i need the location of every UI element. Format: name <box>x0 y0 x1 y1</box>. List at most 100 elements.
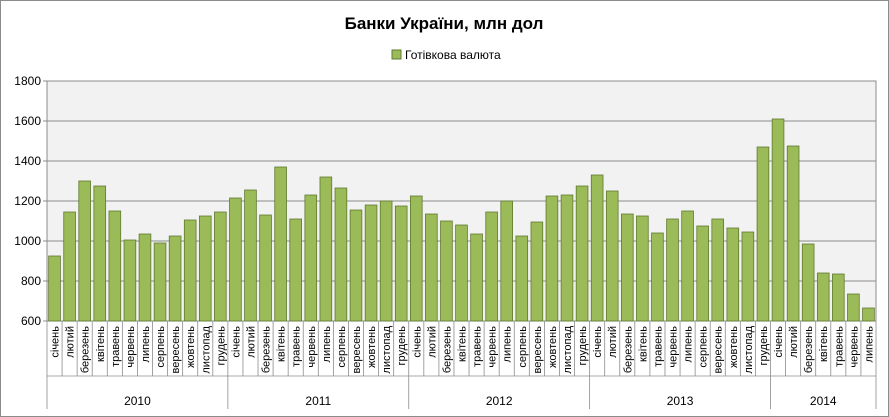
bar <box>198 215 212 322</box>
x-tick-label: квітень <box>637 326 649 362</box>
bar <box>832 273 845 322</box>
bar <box>229 197 242 322</box>
bar <box>621 213 634 322</box>
bar <box>711 218 725 322</box>
x-tick-label: листопад <box>200 325 212 373</box>
x-tick-label: травень <box>833 326 845 367</box>
x-tick-label: вересень <box>532 326 544 374</box>
x-tick-label: березень <box>803 326 815 373</box>
bar <box>545 195 559 322</box>
x-tick-label: жовтень <box>547 326 559 368</box>
x-tick-label: березень <box>622 326 634 373</box>
bar <box>304 194 318 322</box>
bar <box>786 145 800 322</box>
year-label: 2010 <box>124 394 151 408</box>
x-tick-label: червень <box>306 326 318 368</box>
bar <box>78 180 91 322</box>
y-tick-label: 1000 <box>14 234 41 248</box>
x-tick-label: січень <box>50 326 62 358</box>
x-tick-label: вересень <box>351 326 363 374</box>
bar <box>605 190 619 322</box>
x-tick-label: лютий <box>607 326 619 358</box>
x-tick-label: липень <box>140 326 152 363</box>
x-tick-label: жовтень <box>366 326 378 368</box>
bar <box>425 213 438 322</box>
x-tick-label: листопад <box>743 325 755 373</box>
bar <box>108 210 122 322</box>
bar <box>771 118 785 322</box>
x-tick-label: січень <box>411 326 423 358</box>
x-tick-label: січень <box>230 326 242 358</box>
bar <box>485 211 498 322</box>
x-tick-label: червень <box>668 326 680 368</box>
x-tick-label: серпень <box>698 326 710 368</box>
x-tick-label: січень <box>592 326 604 358</box>
bar <box>319 176 333 322</box>
x-tick-label: вересень <box>713 326 725 374</box>
legend-swatch <box>391 49 402 60</box>
y-tick-label: 1800 <box>14 74 41 88</box>
y-tick-label: 1200 <box>14 194 41 208</box>
bar <box>470 233 483 322</box>
x-tick-label: червень <box>487 326 499 368</box>
year-label: 2012 <box>486 394 513 408</box>
bar <box>666 218 679 322</box>
x-tick-label: грудень <box>758 326 770 366</box>
bar <box>394 205 408 322</box>
x-tick-label: липень <box>683 326 695 363</box>
y-tick-label: 600 <box>21 314 41 328</box>
x-tick-label: серпень <box>517 326 529 368</box>
bar <box>274 166 287 322</box>
x-tick-label: грудень <box>215 326 227 366</box>
x-tick-label: травень <box>291 326 303 367</box>
x-tick-label: березень <box>261 326 273 373</box>
bar <box>63 211 76 322</box>
bar <box>681 210 694 322</box>
x-tick-label: березень <box>441 326 453 373</box>
chart-title: Банки України, млн дол <box>345 14 544 33</box>
bar <box>440 220 453 322</box>
bar <box>801 243 815 322</box>
bar <box>379 200 393 322</box>
x-tick-label: серпень <box>155 326 167 368</box>
x-tick-label: квітень <box>95 326 107 362</box>
x-tick-label: березень <box>80 326 92 373</box>
x-tick-label: грудень <box>577 326 589 366</box>
year-label: 2013 <box>667 394 694 408</box>
bar <box>168 235 182 322</box>
bar <box>500 200 513 322</box>
bar <box>455 224 468 322</box>
bar <box>636 215 649 322</box>
bar <box>244 189 257 322</box>
y-tick-label: 800 <box>21 274 41 288</box>
year-label: 2011 <box>305 394 331 408</box>
legend: Готівкова валюта <box>391 48 501 62</box>
bar <box>530 221 544 322</box>
x-tick-label: квітень <box>276 326 288 362</box>
y-tick-label: 1400 <box>14 154 41 168</box>
x-tick-label: лютий <box>65 326 77 358</box>
bar <box>862 307 875 322</box>
x-tick-label: травень <box>110 326 122 367</box>
bar <box>289 218 302 322</box>
x-tick-label: листопад <box>381 325 393 373</box>
bar <box>696 225 709 322</box>
legend-label: Готівкова валюта <box>405 48 501 62</box>
x-tick-label: липень <box>321 326 333 363</box>
bar <box>651 232 664 322</box>
x-tick-label: січень <box>773 326 785 358</box>
x-tick-label: липень <box>863 326 875 363</box>
x-tick-label: квітень <box>818 326 830 362</box>
bar <box>93 185 107 322</box>
bar <box>48 255 61 322</box>
bar <box>741 231 755 322</box>
x-tick-label: травень <box>472 326 484 367</box>
x-tick-label: вересень <box>170 326 182 374</box>
bar <box>349 209 363 322</box>
x-tick-label: серпень <box>336 326 348 368</box>
x-tick-label: червень <box>125 326 137 368</box>
year-label: 2014 <box>810 394 837 408</box>
y-tick-label: 1600 <box>14 114 41 128</box>
x-tick-label: жовтень <box>185 326 197 368</box>
